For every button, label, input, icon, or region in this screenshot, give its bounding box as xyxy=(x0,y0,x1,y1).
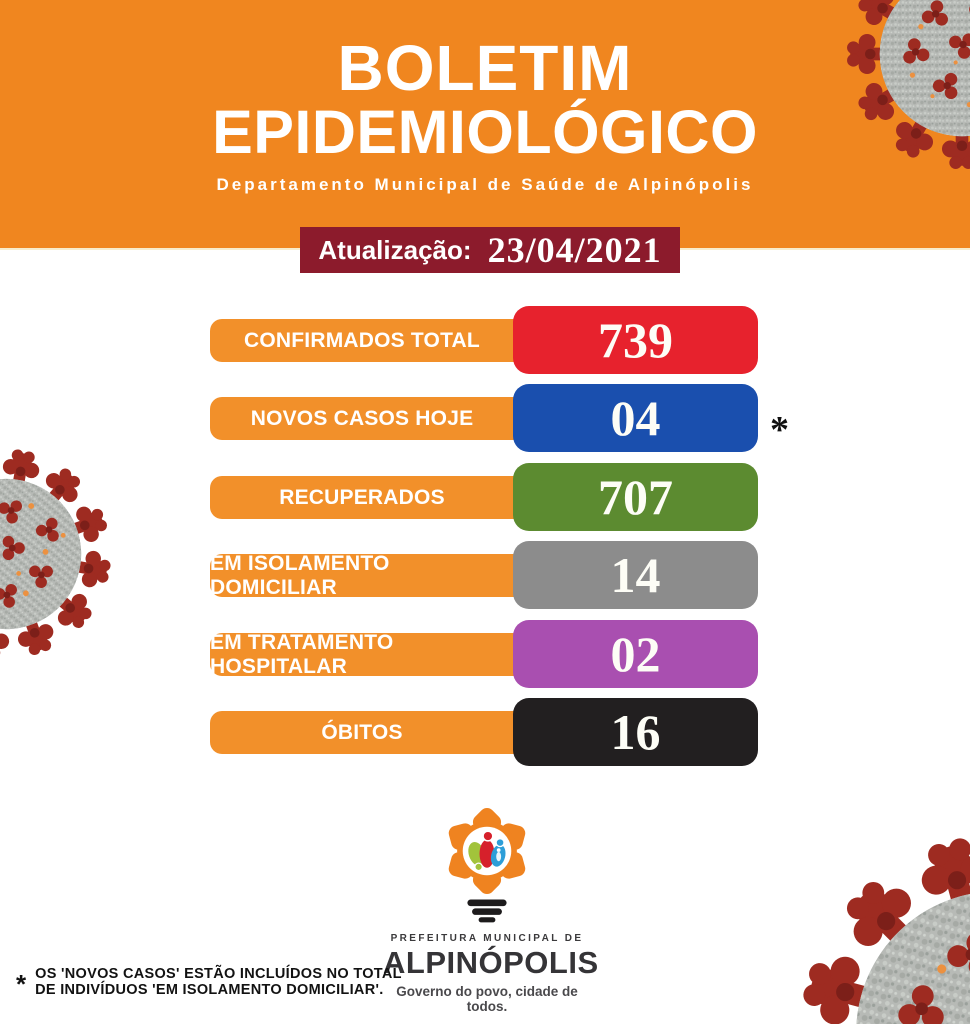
coronavirus-icon xyxy=(798,833,970,1024)
footnote-text: OS 'NOVOS CASOS' ESTÃO INCLUÍDOS NO TOTA… xyxy=(35,966,402,998)
stat-value-box: 739 xyxy=(513,306,758,374)
stat-row-hospitalar: EM TRATAMENTO HOSPITALAR 02 xyxy=(0,620,970,688)
stat-label-pill: NOVOS CASOS HOJE xyxy=(210,397,560,440)
alpinopolis-lightbulb-star-icon xyxy=(438,808,536,923)
update-date: 23/04/2021 xyxy=(487,230,662,270)
footnote-asterisk: * xyxy=(16,969,27,999)
stat-row-novos-casos: NOVOS CASOS HOJE 04 * xyxy=(0,384,970,452)
stat-label-pill: CONFIRMADOS TOTAL xyxy=(210,319,560,362)
stat-value-box: 16 xyxy=(513,698,758,766)
coronavirus-icon xyxy=(0,448,112,660)
footnote-line2: DE INDIVÍDUOS 'EM ISOLAMENTO DOMICILIAR'… xyxy=(35,982,384,999)
stat-row-confirmados: CONFIRMADOS TOTAL 739 xyxy=(0,306,970,374)
stat-row-recuperados: RECUPERADOS 707 xyxy=(0,463,970,531)
stat-label-pill: EM TRATAMENTO HOSPITALAR xyxy=(210,631,560,678)
stat-value-box: 14 xyxy=(513,541,758,609)
header-banner: BOLETIM EPIDEMIOLÓGICO Departamento Muni… xyxy=(0,0,970,250)
logo-tagline: Governo do povo, cidade de todos. xyxy=(396,984,578,1014)
city-logo: PREFEITURA MUNICIPAL DE ALPINÓPOLIS Gove… xyxy=(383,806,599,1014)
logo-org-prefix: PREFEITURA MUNICIPAL DE xyxy=(390,933,584,944)
stat-row-obitos: ÓBITOS 16 xyxy=(0,698,970,766)
page-title-line1: BOLETIM xyxy=(337,32,633,104)
logo-org-name: ALPINÓPOLIS xyxy=(383,945,599,980)
update-bar: Atualização: 23/04/2021 xyxy=(300,227,680,273)
stat-value-box: 04 xyxy=(513,384,758,452)
stat-note-asterisk: * xyxy=(770,409,789,451)
footnote-line1: OS 'NOVOS CASOS' ESTÃO INCLUÍDOS NO TOTA… xyxy=(35,966,402,982)
stat-value-box: 02 xyxy=(513,620,758,688)
stat-row-isolamento: EM ISOLAMENTO DOMICILIAR 14 xyxy=(0,541,970,609)
footnote: * OS 'NOVOS CASOS' ESTÃO INCLUÍDOS NO TO… xyxy=(16,966,402,998)
page-title-line2: EPIDEMIOLÓGICO xyxy=(212,98,758,167)
stat-value-box: 707 xyxy=(513,463,758,531)
stat-label-pill: EM ISOLAMENTO DOMICILIAR xyxy=(210,552,560,599)
coronavirus-icon xyxy=(846,0,970,170)
header-subtitle: Departamento Municipal de Saúde de Alpin… xyxy=(216,175,754,195)
stat-label-pill: RECUPERADOS xyxy=(210,476,560,519)
update-label: Atualização: xyxy=(318,234,472,265)
stat-label-pill: ÓBITOS xyxy=(210,711,560,754)
